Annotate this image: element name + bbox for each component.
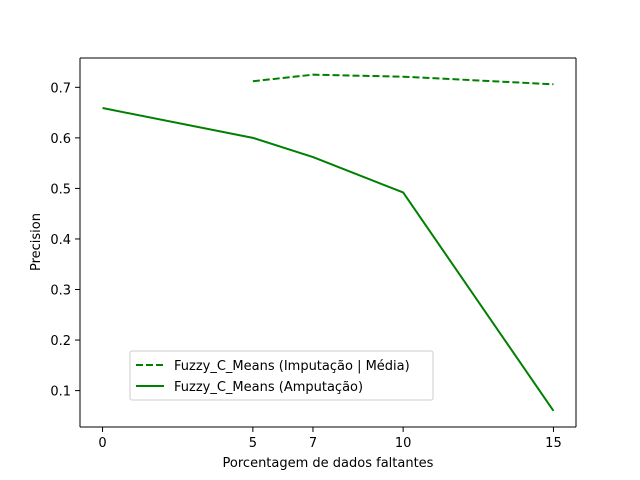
legend-label-0: Fuzzy_C_Means (Imputação | Média)	[174, 359, 410, 374]
y-tick-label-4: 0.5	[50, 182, 71, 197]
y-tick-label-0: 0.1	[50, 385, 71, 400]
x-tick-label-2: 7	[309, 436, 317, 451]
y-tick-label-2: 0.3	[50, 284, 71, 299]
ticks-layer: 0 5 7 10 15 0.1 0.2 0.3 0.4 0.5 0.6 0.7	[50, 81, 561, 451]
series-line-0	[252, 73, 554, 86]
y-axis-label: Precision	[29, 213, 44, 271]
x-tick-label-0: 0	[98, 436, 106, 451]
x-tick-label-4: 15	[545, 436, 562, 451]
series-layer	[102, 73, 555, 412]
x-tick-label-1: 5	[249, 436, 257, 451]
x-tick-label-3: 10	[395, 436, 412, 451]
y-tick-label-5: 0.6	[50, 132, 71, 147]
legend: Fuzzy_C_Means (Imputação | Média) Fuzzy_C…	[129, 350, 434, 401]
axes-layer	[79, 57, 577, 428]
legend-box	[129, 350, 434, 401]
y-tick-label-6: 0.7	[50, 81, 71, 96]
x-axis-label: Porcentagem de dados faltantes	[223, 456, 434, 471]
y-tick-label-1: 0.2	[50, 334, 71, 349]
y-tick-label-3: 0.4	[50, 233, 71, 248]
legend-label-1: Fuzzy_C_Means (Amputação)	[174, 380, 363, 395]
series-line-1	[102, 107, 555, 412]
